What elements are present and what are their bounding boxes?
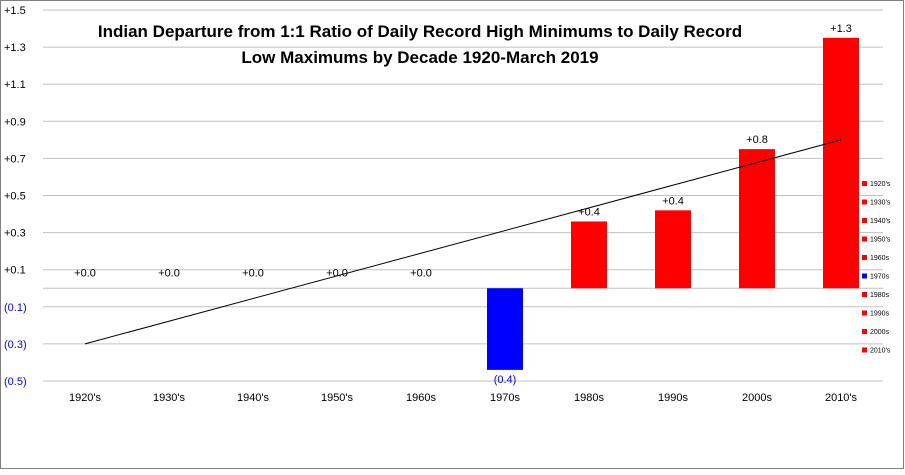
legend-entry-label: 1930's — [870, 200, 891, 207]
x-tick-label: 2010's — [825, 392, 858, 404]
y-tick-label: +0.7 — [4, 153, 26, 165]
legend-entry-label: 2000s — [870, 329, 890, 336]
x-tick-label: 2000s — [742, 392, 772, 404]
legend-swatch — [862, 329, 867, 334]
x-tick-label: 1990s — [658, 392, 688, 404]
y-tick-label: +1.5 — [4, 5, 26, 17]
data-label: (0.4) — [494, 374, 517, 386]
x-tick-label: 1950's — [321, 392, 354, 404]
y-tick-label: (0.1) — [4, 302, 27, 314]
data-label: +0.0 — [326, 267, 348, 279]
legend-swatch — [862, 310, 867, 316]
y-tick-label: +1.3 — [4, 42, 26, 54]
data-labels: +0.0 +0.0 +0.0 +0.0 +0.0 (0.4) +0.4 +0.4 +0.8 +1.… — [74, 23, 852, 386]
y-tick-label: +0.3 — [4, 228, 26, 240]
legend-swatch — [862, 218, 867, 223]
legend-swatch — [862, 292, 867, 297]
data-label: +0.4 — [578, 206, 600, 218]
x-tick-label: 1980s — [574, 392, 604, 404]
bar-1980s — [571, 221, 607, 289]
chart-title-line-1: Indian Departure from 1:1 Ratio of Daily… — [98, 22, 742, 41]
y-tick-label: +0.9 — [4, 116, 26, 128]
bar-1990s — [655, 210, 691, 289]
bar-2000s — [739, 149, 775, 289]
legend-swatch — [862, 347, 867, 353]
legend: 1920's 1930's 1940's 1950's 1960s 1970s 1980s 1… — [862, 181, 891, 355]
legend-entry-label: 1980s — [870, 292, 890, 299]
trendline — [84, 139, 842, 345]
legend-entry-label: 1970s — [870, 274, 890, 281]
data-label: +0.8 — [746, 134, 768, 146]
data-label: +0.4 — [662, 195, 684, 207]
legend-entry-label: 1940's — [870, 218, 891, 225]
legend-entry-label: 1950's — [870, 237, 891, 244]
legend-swatch — [862, 199, 867, 205]
x-axis-ticks: 1920's 1930's 1940's 1950's 1960s 1970s 1980s 1… — [69, 392, 858, 404]
x-tick-label: 1940's — [237, 392, 270, 404]
legend-swatch — [862, 236, 867, 242]
x-tick-label: 1930's — [153, 392, 186, 404]
legend-entry-label: 2010's — [870, 348, 891, 355]
legend-entry-label: 1990s — [870, 311, 890, 318]
y-tick-label: (0.3) — [4, 339, 27, 351]
bar-1970s — [487, 288, 523, 370]
y-tick-label: +0.1 — [4, 265, 26, 277]
legend-swatch — [862, 255, 867, 260]
trendline-layer — [84, 139, 842, 345]
chart-title-line-2: Low Maximums by Decade 1920-March 2019 — [241, 48, 598, 67]
x-tick-label: 1970s — [490, 392, 520, 404]
x-tick-label: 1960s — [406, 392, 436, 404]
bars — [487, 37, 859, 370]
legend-entry-label: 1920's — [870, 181, 891, 188]
data-label: +1.3 — [830, 23, 852, 35]
data-label: +0.0 — [74, 267, 96, 279]
y-tick-label: +1.1 — [4, 79, 26, 91]
legend-swatch — [862, 181, 867, 186]
y-tick-label: +0.5 — [4, 191, 26, 203]
data-label: +0.0 — [410, 267, 432, 279]
y-tick-label: (0.5) — [4, 376, 27, 388]
data-label: +0.0 — [242, 267, 264, 279]
chart-title: Indian Departure from 1:1 Ratio of Daily… — [98, 22, 742, 67]
bar-2010s — [823, 37, 859, 289]
legend-swatch — [862, 273, 867, 279]
y-axis-ticks: +1.5 +1.3 +1.1 +0.9 +0.7 +0.5 +0.3 +0.1 (0.1) (0.… — [4, 5, 27, 388]
legend-entry-label: 1960s — [870, 255, 890, 262]
x-tick-label: 1920's — [69, 392, 102, 404]
data-label: +0.0 — [158, 267, 180, 279]
